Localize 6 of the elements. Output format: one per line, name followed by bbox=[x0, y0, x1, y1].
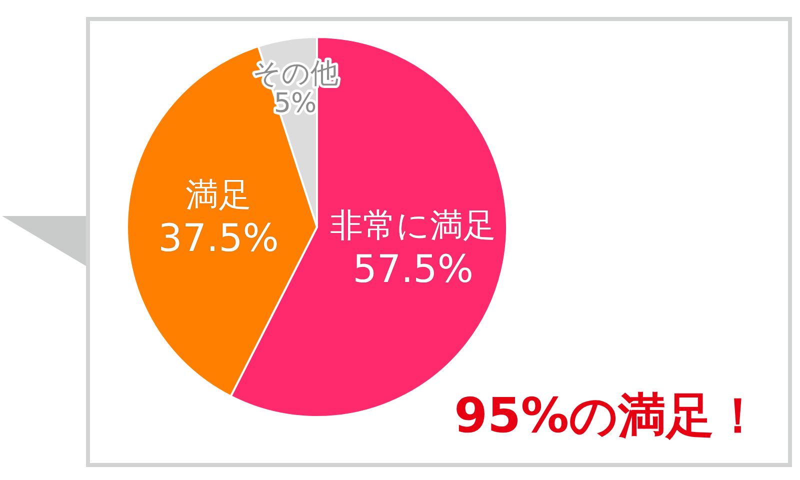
data-label: 37.5% bbox=[158, 216, 279, 260]
data-label: 57.5% bbox=[352, 246, 474, 291]
text: 95%の満足！ bbox=[454, 388, 762, 444]
slice-label: 満足 bbox=[186, 174, 252, 214]
data-label: 5% bbox=[274, 88, 317, 120]
slice-label: 非常に満足 bbox=[330, 206, 496, 245]
